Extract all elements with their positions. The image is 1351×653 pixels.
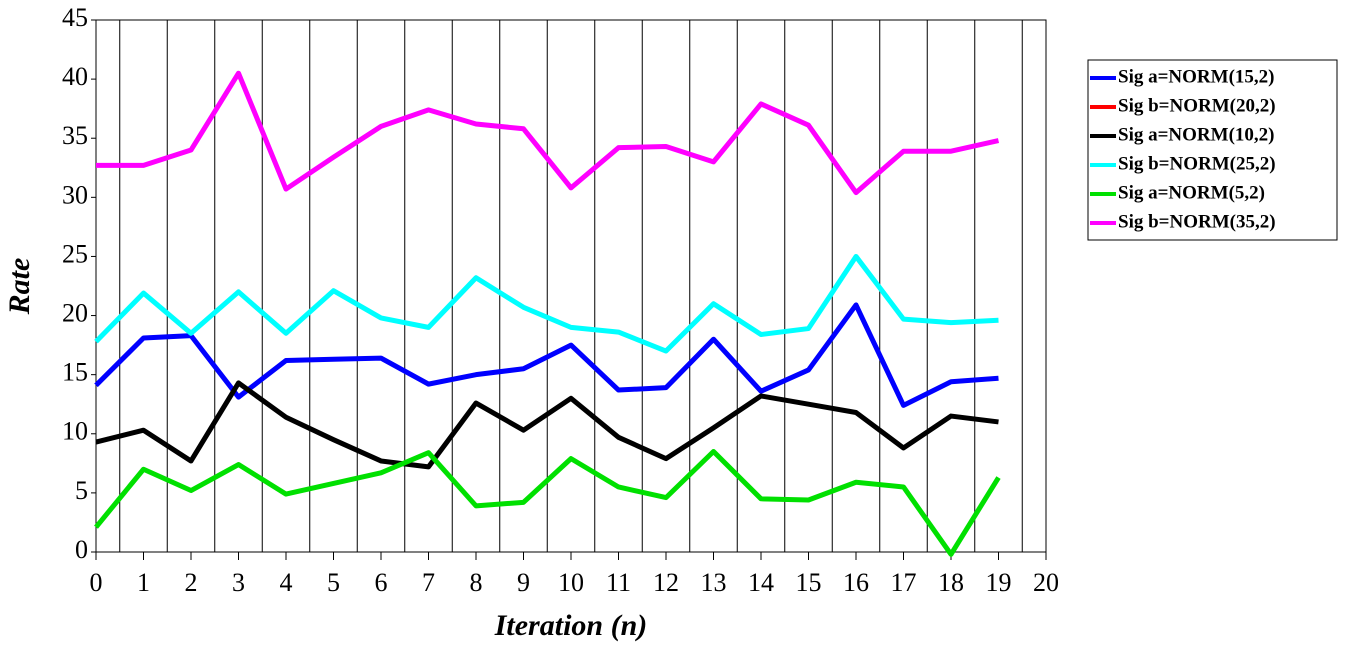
x-tick-label: 19 bbox=[986, 568, 1012, 597]
y-tick-label: 5 bbox=[75, 476, 88, 505]
x-tick-label: 4 bbox=[280, 568, 293, 597]
y-axis-label: Rate bbox=[3, 258, 36, 316]
x-tick-label: 11 bbox=[606, 568, 631, 597]
x-tick-label: 0 bbox=[90, 568, 103, 597]
y-tick-label: 0 bbox=[75, 535, 88, 564]
y-tick-label: 25 bbox=[62, 239, 88, 268]
legend-label: Sig b=NORM(20,2) bbox=[1118, 95, 1276, 116]
x-tick-label: 20 bbox=[1033, 568, 1059, 597]
x-tick-label: 14 bbox=[748, 568, 774, 597]
series-line bbox=[96, 70, 1000, 196]
x-tick-label: 2 bbox=[185, 568, 198, 597]
x-tick-label: 12 bbox=[653, 568, 679, 597]
y-tick-label: 30 bbox=[62, 180, 88, 209]
x-tick-label: 16 bbox=[843, 568, 869, 597]
x-tick-label: 9 bbox=[517, 568, 530, 597]
x-tick-label: 7 bbox=[422, 568, 435, 597]
legend-label: Sig b=NORM(35,2) bbox=[1118, 211, 1276, 232]
x-tick-label: 18 bbox=[938, 568, 964, 597]
x-axis-label: Iteration (n) bbox=[494, 609, 648, 642]
plot-frame bbox=[95, 19, 1047, 553]
series-line bbox=[95, 380, 999, 470]
legend-box bbox=[1087, 59, 1338, 241]
legend-label: Sig b=NORM(25,2) bbox=[1118, 153, 1276, 174]
legend-label: Sig a=NORM(15,2) bbox=[1118, 66, 1274, 87]
y-tick-label: 35 bbox=[62, 121, 88, 150]
series-line bbox=[94, 253, 999, 354]
legend-label: Sig a=NORM(5,2) bbox=[1118, 182, 1265, 203]
y-tick-label: 20 bbox=[62, 299, 88, 328]
y-tick-label: 40 bbox=[62, 62, 88, 91]
x-tick-label: 3 bbox=[232, 568, 245, 597]
x-tick-label: 1 bbox=[137, 568, 150, 597]
x-tick-label: 8 bbox=[470, 568, 483, 597]
series-line bbox=[94, 449, 1001, 557]
legend-label: Sig a=NORM(10,2) bbox=[1118, 124, 1274, 145]
x-tick-label: 17 bbox=[891, 568, 917, 597]
y-tick-label: 15 bbox=[62, 358, 88, 387]
y-tick-label: 45 bbox=[62, 3, 88, 32]
x-tick-label: 13 bbox=[701, 568, 727, 597]
x-tick-label: 10 bbox=[558, 568, 584, 597]
x-tick-label: 15 bbox=[796, 568, 822, 597]
x-tick-label: 6 bbox=[375, 568, 388, 597]
x-tick-label: 5 bbox=[327, 568, 340, 597]
y-tick-label: 10 bbox=[62, 417, 88, 446]
